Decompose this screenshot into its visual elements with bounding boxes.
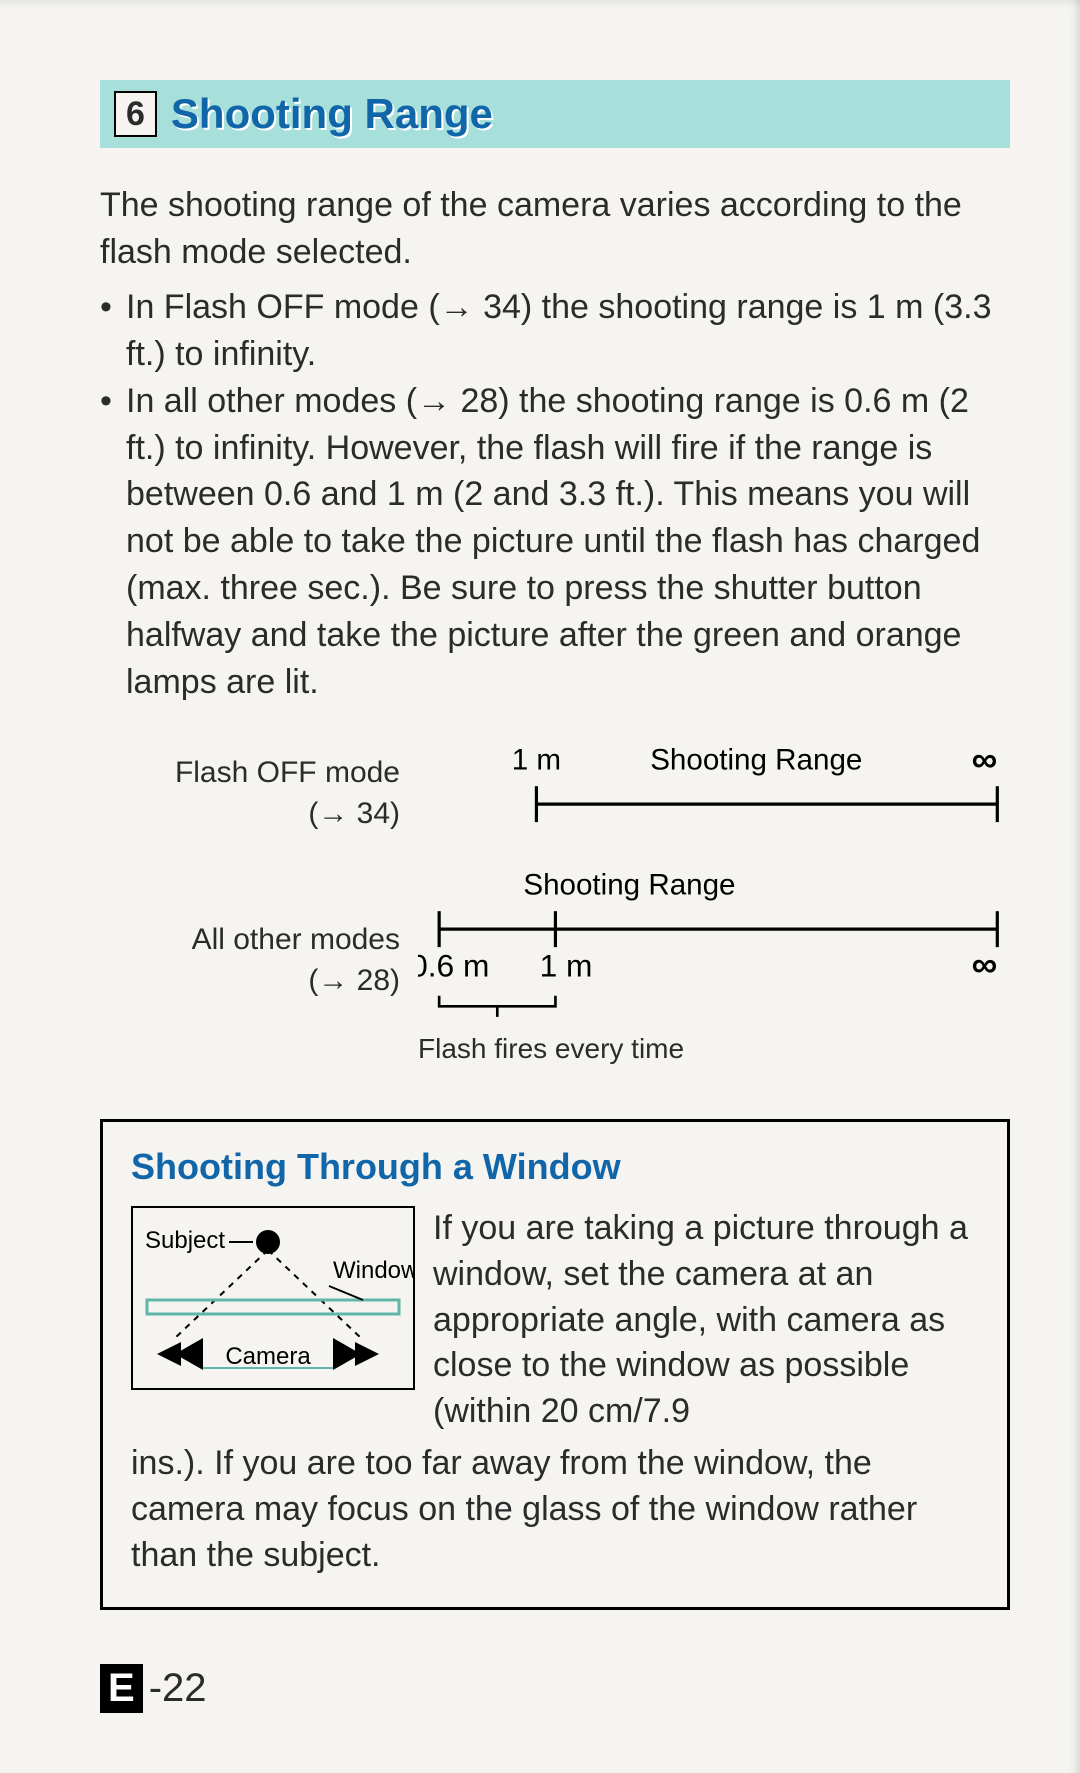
page-number: E -22 <box>100 1664 207 1713</box>
infinity-icon: ∞ <box>972 944 998 985</box>
body-bullet-list: In Flash OFF mode (→ 34) the shooting ra… <box>100 284 1010 706</box>
diagram-label-line: (→ 34) <box>100 794 400 835</box>
list-item: In all other modes (→ 28) the shooting r… <box>100 378 1010 706</box>
diagram-left-label: All other modes (→ 28) <box>100 920 400 1001</box>
camera-icon <box>355 1342 379 1366</box>
range-label-shooting: Shooting Range <box>523 871 735 901</box>
figure-label-window: Window <box>333 1257 413 1284</box>
range-label-shooting: Shooting Range <box>650 746 862 776</box>
figure-label-subject: Subject <box>145 1227 225 1254</box>
window-box-text-below: ins.). If you are too far away from the … <box>131 1441 979 1579</box>
camera-icon <box>157 1342 181 1366</box>
diagram-all-other: All other modes (→ 28) Shooting Range 0.… <box>100 871 1010 1065</box>
window-bar <box>147 1300 399 1314</box>
flash-bracket <box>439 996 555 1017</box>
window-tip-box: Shooting Through a Window Subject Window <box>100 1119 1010 1610</box>
section-title-text: Shooting Range <box>171 90 493 138</box>
infinity-icon: ∞ <box>972 746 998 779</box>
leader-line <box>329 1286 363 1300</box>
diagram-left-label: Flash OFF mode (→ 34) <box>100 753 400 834</box>
diagram-label-line: All other modes <box>100 920 400 961</box>
diagram-label-line: Flash OFF mode <box>100 753 400 794</box>
sight-line <box>175 1250 268 1338</box>
range-line-svg: Shooting Range 0.6 m 1 m ∞ <box>418 871 1010 1051</box>
page-number-value: -22 <box>149 1666 207 1711</box>
diagram-flash-off: Flash OFF mode (→ 34) 1 m Shooting Range… <box>100 746 1010 841</box>
intro-paragraph: The shooting range of the camera varies … <box>100 182 1010 276</box>
manual-page: 6 Shooting Range The shooting range of t… <box>0 0 1080 1773</box>
window-figure-svg: Subject Window <box>133 1208 413 1388</box>
diagram-label-line: (→ 28) <box>100 961 400 1002</box>
range-label-06m: 0.6 m <box>418 948 489 984</box>
figure-label-camera: Camera <box>225 1343 311 1370</box>
range-label-1m: 1 m <box>540 948 593 984</box>
list-item: In Flash OFF mode (→ 34) the shooting ra… <box>100 284 1010 378</box>
page-number-prefix: E <box>100 1664 143 1713</box>
window-box-title: Shooting Through a Window <box>131 1146 979 1188</box>
range-line-svg: 1 m Shooting Range ∞ <box>418 746 1010 841</box>
window-box-text-right: If you are taking a picture through a wi… <box>433 1206 979 1435</box>
range-label-1m: 1 m <box>512 746 561 776</box>
section-number-badge: 6 <box>114 91 157 138</box>
window-figure: Subject Window <box>131 1206 415 1390</box>
section-title-bar: 6 Shooting Range <box>100 80 1010 148</box>
